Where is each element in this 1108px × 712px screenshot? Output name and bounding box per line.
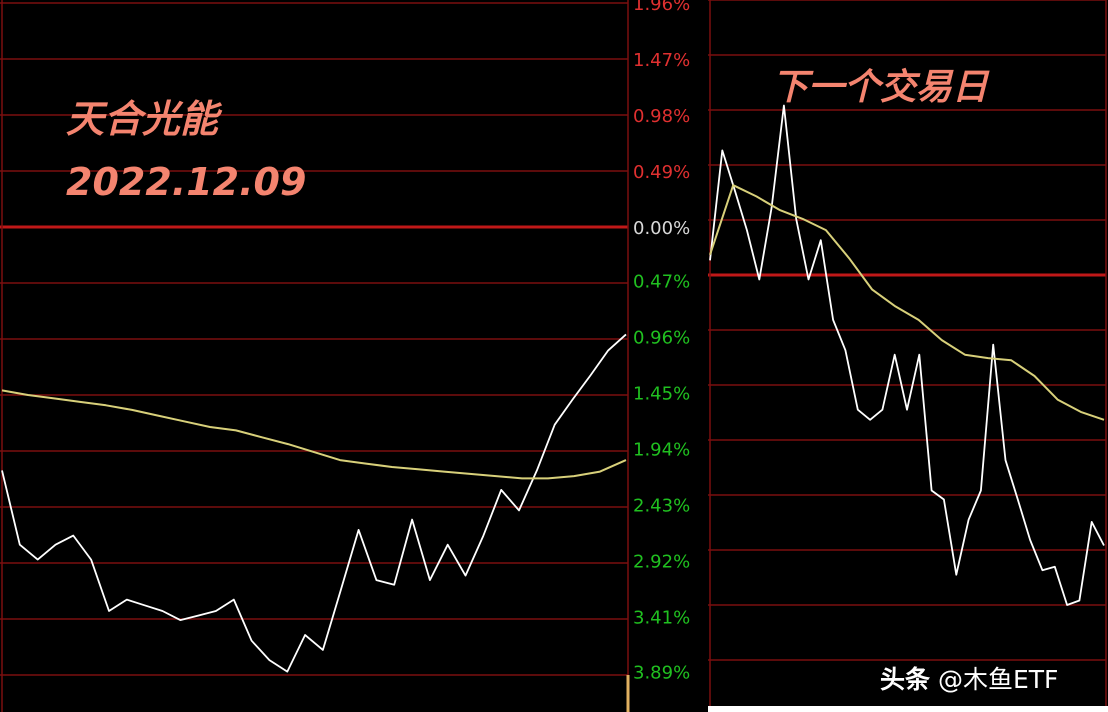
y-tick-label: 1.45% xyxy=(633,384,690,405)
y-tick-label: 0.96% xyxy=(633,328,690,349)
y-tick-label: 0.98% xyxy=(633,106,690,127)
bottom-bar xyxy=(708,706,1108,712)
watermark-author: @木鱼ETF xyxy=(930,665,1059,694)
chart-title-stock: 天合光能 xyxy=(66,97,219,141)
y-tick-label: 0.00% xyxy=(633,218,690,239)
price-line xyxy=(709,104,1105,606)
y-tick-label: 1.47% xyxy=(633,50,690,71)
chart-subtitle-date: 2022.12.09 xyxy=(66,160,307,204)
average-price-line xyxy=(709,184,1105,421)
watermark: 头条 @木鱼ETF xyxy=(880,660,1058,696)
y-tick-label: 1.96% xyxy=(633,0,690,15)
y-tick-label: 2.43% xyxy=(633,496,690,517)
y-tick-label: 3.89% xyxy=(633,663,690,684)
chart-title-next-day: 下一个交易日 xyxy=(772,67,989,108)
y-tick-label: 1.94% xyxy=(633,440,690,461)
watermark-brand: 头条 xyxy=(880,665,931,694)
y-tick-label: 0.49% xyxy=(633,162,690,183)
y-tick-label: 2.92% xyxy=(633,552,690,573)
y-tick-label: 0.47% xyxy=(633,272,690,293)
average-price-line xyxy=(1,389,627,480)
price-line xyxy=(1,333,627,673)
y-tick-label: 3.41% xyxy=(633,608,690,629)
